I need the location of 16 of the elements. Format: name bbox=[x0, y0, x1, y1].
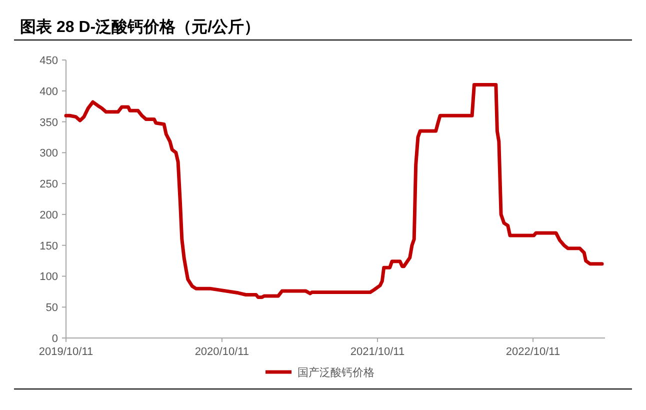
x-tick-label: 2021/10/11 bbox=[350, 346, 405, 358]
x-tick-label: 2020/10/11 bbox=[194, 346, 250, 358]
title: 图表 28 D-泛酸钙价格（元/公斤） bbox=[20, 19, 260, 36]
y-tick-label: 450 bbox=[40, 55, 58, 67]
y-tick-label: 350 bbox=[40, 116, 58, 129]
legend-label: 国产泛酸钙价格 bbox=[298, 366, 374, 379]
x-tick-label: 2019/10/11 bbox=[38, 346, 94, 358]
y-tick-label: 400 bbox=[40, 86, 58, 98]
y-tick-label: 200 bbox=[40, 209, 58, 222]
y-tick-label: 100 bbox=[40, 271, 58, 284]
y-tick-label: 150 bbox=[40, 240, 58, 252]
y-tick-label: 50 bbox=[46, 302, 58, 314]
y-tick-label: 300 bbox=[40, 148, 58, 160]
y-tick-label: 0 bbox=[52, 333, 58, 345]
y-tick-label: 250 bbox=[40, 178, 58, 191]
x-tick-label: 2022/10/11 bbox=[506, 346, 560, 358]
